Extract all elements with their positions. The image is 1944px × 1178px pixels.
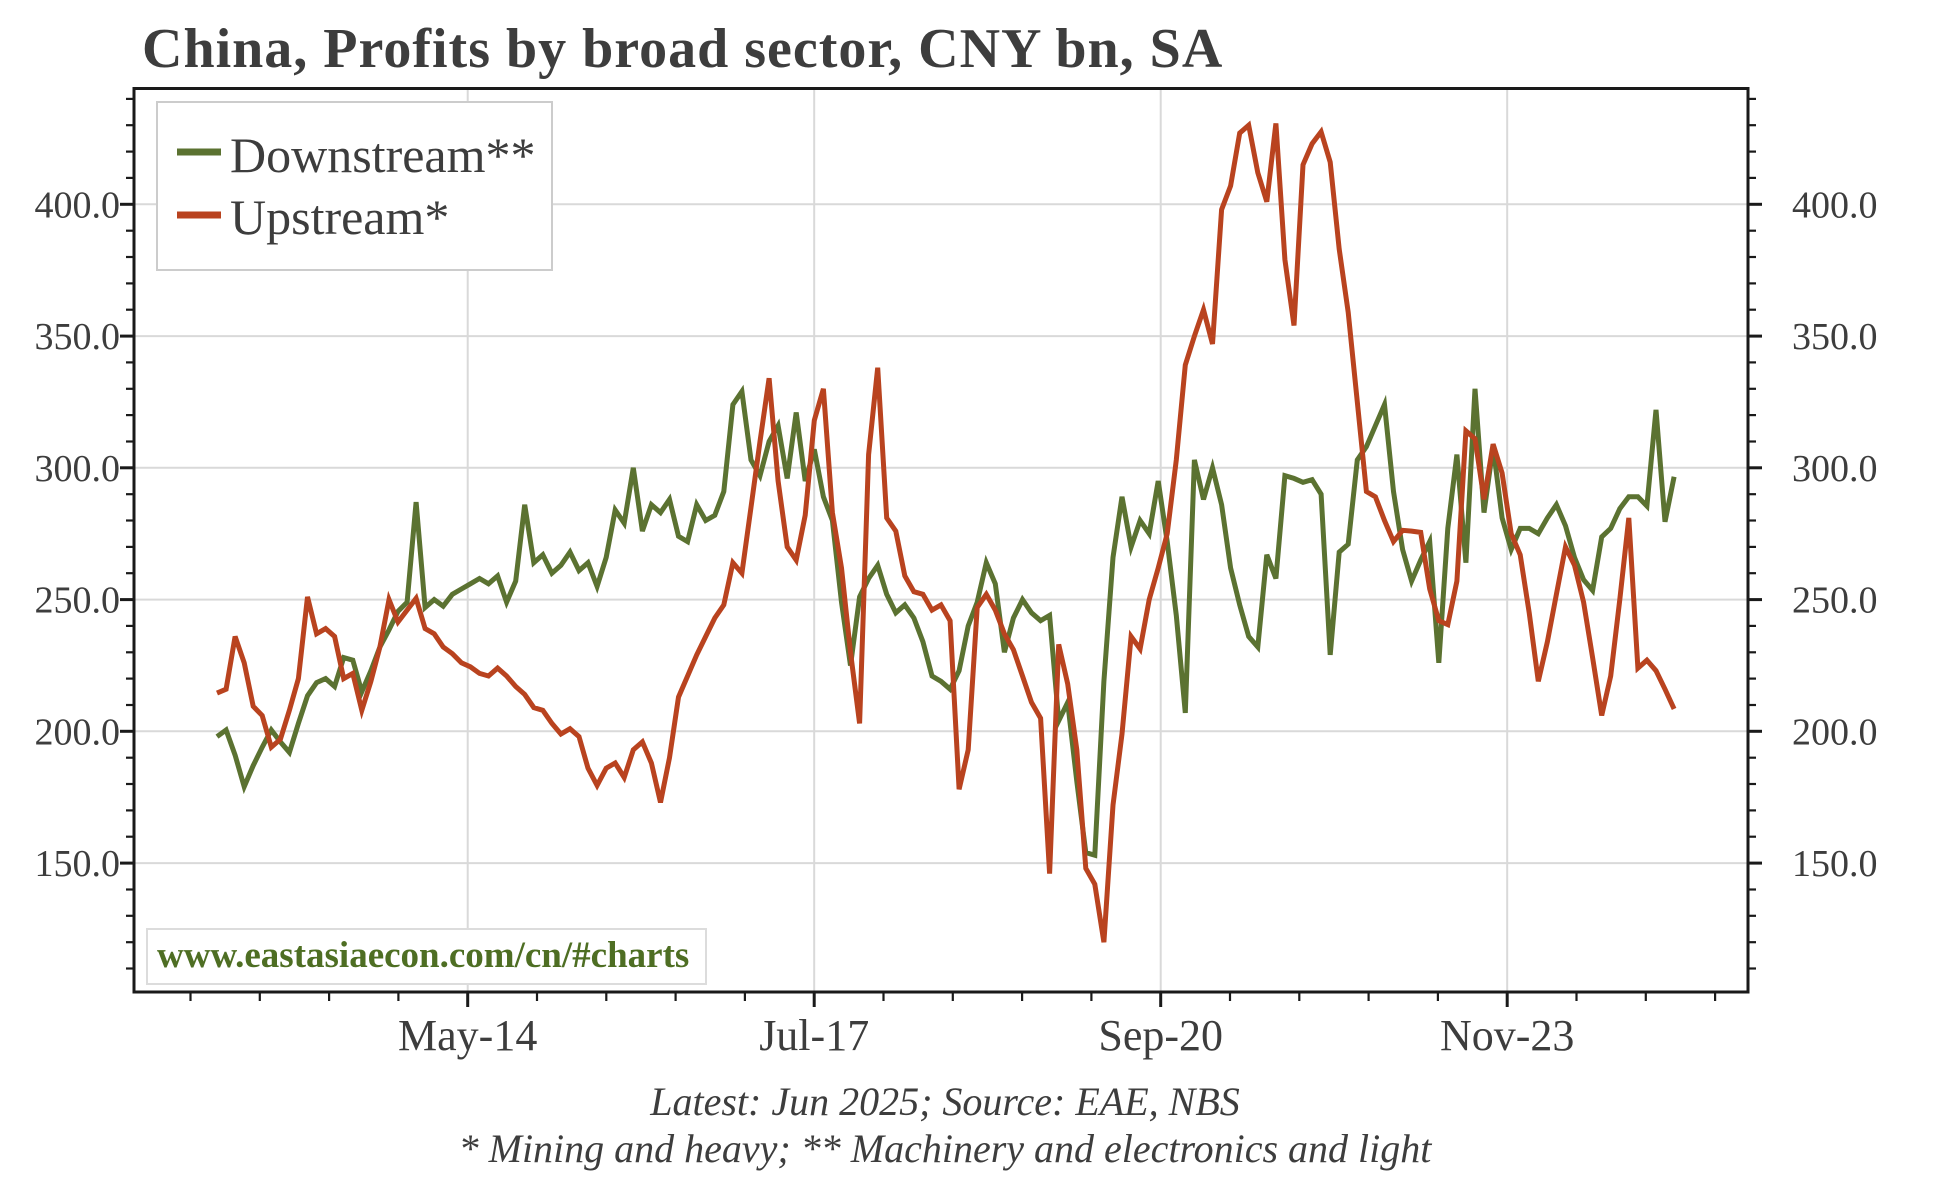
svg-text:Jul-17: Jul-17	[759, 1011, 869, 1060]
svg-text:Nov-23: Nov-23	[1440, 1011, 1574, 1060]
svg-text:China, Profits by broad sector: China, Profits by broad sector, CNY bn, …	[142, 18, 1223, 80]
svg-text:www.eastasiaecon.com/cn/#chart: www.eastasiaecon.com/cn/#charts	[157, 935, 689, 976]
svg-text:300.0: 300.0	[1792, 448, 1878, 490]
svg-text:May-14: May-14	[398, 1011, 537, 1060]
svg-text:250.0: 250.0	[35, 580, 121, 622]
svg-text:200.0: 200.0	[1792, 711, 1878, 753]
svg-text:150.0: 150.0	[1792, 843, 1878, 885]
svg-text:350.0: 350.0	[1792, 316, 1878, 358]
svg-text:Upstream*: Upstream*	[230, 189, 449, 245]
svg-text:Sep-20: Sep-20	[1098, 1011, 1223, 1060]
svg-text:250.0: 250.0	[1792, 580, 1878, 622]
svg-text:* Mining and heavy; ** Machine: * Mining and heavy; ** Machinery and ele…	[459, 1126, 1433, 1171]
svg-text:Downstream**: Downstream**	[230, 127, 536, 183]
svg-text:400.0: 400.0	[35, 184, 121, 226]
svg-text:350.0: 350.0	[35, 316, 121, 358]
svg-text:400.0: 400.0	[1792, 184, 1878, 226]
svg-text:150.0: 150.0	[35, 843, 121, 885]
svg-text:Latest: Jun 2025; Source: EAE,: Latest: Jun 2025; Source: EAE, NBS	[649, 1079, 1240, 1124]
svg-text:300.0: 300.0	[35, 448, 121, 490]
svg-text:200.0: 200.0	[35, 711, 121, 753]
